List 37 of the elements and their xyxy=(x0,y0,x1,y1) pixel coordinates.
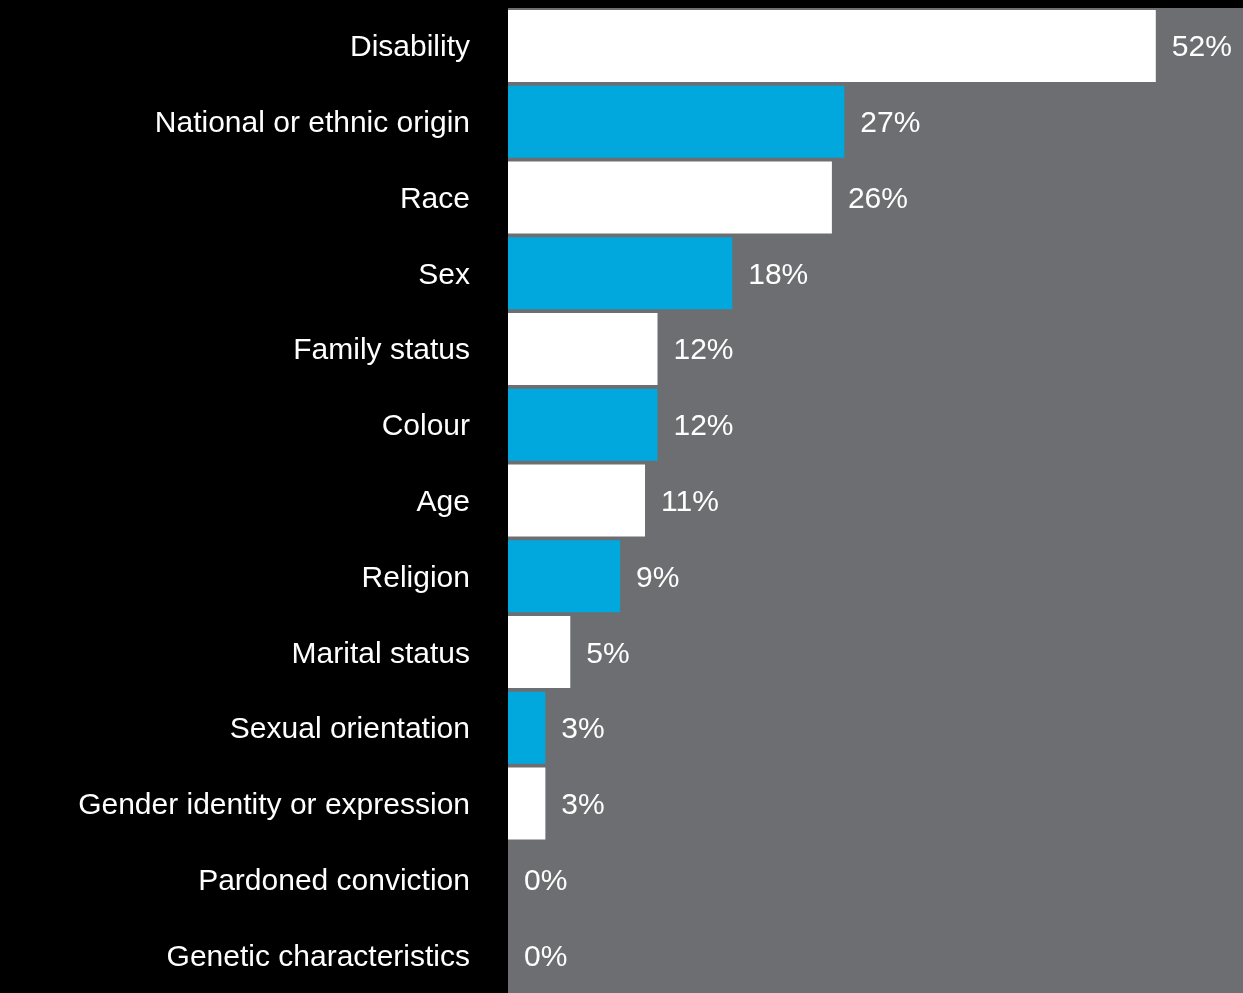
bar xyxy=(508,464,646,537)
data-label: 0% xyxy=(524,938,568,972)
bar xyxy=(508,9,1156,82)
data-label: 27% xyxy=(860,105,921,139)
y-tick-label: Genetic characteristics xyxy=(166,938,470,972)
y-tick-label: Disability xyxy=(349,29,470,63)
y-tick-label: Family status xyxy=(293,332,470,366)
bar xyxy=(508,161,832,234)
y-tick-label: Sexual orientation xyxy=(229,711,470,745)
bar xyxy=(508,85,845,158)
data-label: 26% xyxy=(847,180,908,214)
data-label: 5% xyxy=(586,635,630,669)
bar xyxy=(508,616,571,689)
data-label: 12% xyxy=(673,408,734,442)
bar xyxy=(508,691,546,764)
data-label: 12% xyxy=(673,332,734,366)
bar xyxy=(508,237,733,310)
data-label: 0% xyxy=(524,862,568,896)
y-tick-label: Religion xyxy=(361,559,470,593)
data-label: 9% xyxy=(636,559,680,593)
y-tick-label: Sex xyxy=(418,256,470,290)
data-label: 3% xyxy=(561,787,605,821)
data-label: 18% xyxy=(748,256,809,290)
bar xyxy=(508,540,621,613)
y-tick-label: Pardoned conviction xyxy=(198,862,470,896)
bar xyxy=(508,312,658,385)
data-label: 3% xyxy=(561,711,605,745)
y-tick-label: Marital status xyxy=(291,635,470,669)
data-label: 11% xyxy=(661,484,719,517)
bar xyxy=(508,767,546,840)
y-tick-label: Age xyxy=(416,484,470,517)
y-tick-label: National or ethnic origin xyxy=(154,105,470,139)
data-label: 52% xyxy=(1171,29,1232,63)
y-tick-label: Colour xyxy=(381,408,471,442)
y-tick-label: Gender identity or expression xyxy=(78,787,470,821)
y-tick-label: Race xyxy=(399,180,470,214)
bar xyxy=(508,388,658,461)
